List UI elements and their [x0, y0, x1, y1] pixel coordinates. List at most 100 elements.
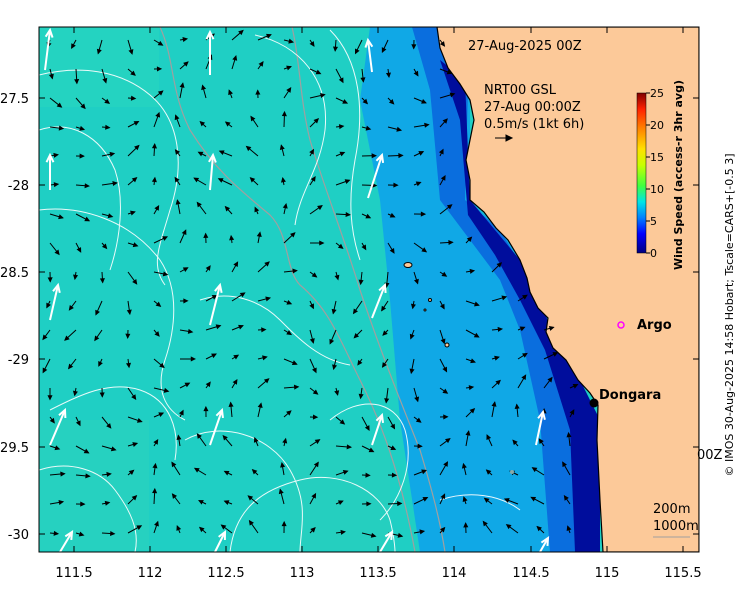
wind-arrow-head — [136, 525, 143, 530]
wind-arrow-head — [238, 29, 244, 36]
wind-arrow-head — [249, 177, 256, 183]
wind-arrow-head — [251, 468, 258, 475]
wind-arrow-head — [413, 70, 419, 77]
wind-arrow-head — [79, 125, 86, 131]
wind-arrow-head — [110, 446, 117, 452]
wind-arrow-head — [54, 249, 60, 256]
wind-arrow-head — [197, 151, 204, 157]
wind-arrow-head — [286, 65, 292, 71]
wind-arrow-head — [217, 178, 224, 183]
wind-arrow-head — [439, 303, 445, 310]
argo-marker — [617, 321, 625, 329]
wind-arrow-head — [390, 423, 396, 430]
wind-arrow-head — [80, 501, 86, 507]
wind-arrow-head — [441, 271, 448, 277]
wind-arrow-head — [461, 462, 467, 469]
dongara-marker — [589, 398, 599, 408]
wind-arrow-head — [286, 330, 293, 336]
wind-arrow-head — [536, 525, 542, 532]
y-tick-label: -29.5 — [0, 441, 29, 456]
current-arrow-head — [375, 412, 385, 424]
wind-arrow-head — [232, 55, 238, 61]
wind-arrow-head — [569, 409, 575, 415]
current-arrow — [214, 531, 226, 552]
wind-arrow-head — [486, 434, 492, 440]
plot-frame — [38, 26, 700, 553]
wind-arrow-head — [381, 362, 387, 368]
wind-arrow-head — [396, 126, 403, 132]
wind-arrow-head — [439, 41, 446, 47]
wind-arrow-head — [265, 296, 272, 302]
wind-arrow-head — [266, 33, 272, 39]
wind-arrow-head — [310, 176, 316, 182]
wind-arrow-head — [438, 148, 444, 155]
wind-arrow-head — [448, 239, 454, 246]
wind-arrow-head — [291, 360, 298, 365]
wind-arrow-head — [439, 526, 446, 533]
wind-arrow-head — [462, 496, 468, 502]
wind-arrow-head — [446, 69, 453, 75]
wind-arrow-head — [320, 93, 326, 98]
wind-arrow-head — [132, 242, 139, 248]
colorbar-title: Wind Speed (access-r 3hr avg) — [672, 80, 685, 270]
current-arrow — [535, 411, 544, 446]
wind-arrow-head — [179, 82, 185, 88]
wind-arrow-head — [218, 150, 225, 156]
wind-arrow-head — [319, 240, 325, 246]
wind-arrow-head — [196, 433, 202, 439]
wind-arrow-head — [199, 120, 206, 127]
wind-arrow-head — [132, 442, 139, 447]
wind-arrow-head — [71, 43, 76, 50]
wind-arrow-head — [255, 89, 261, 95]
colorbar-tick-label: 25 — [650, 87, 664, 100]
wind-arrow-head — [483, 497, 490, 503]
wind-arrow-head — [203, 232, 209, 238]
wind-arrow-head — [538, 438, 544, 445]
x-axis: 111.5 112 112.5 113 113.5 114 114.5 115 115.5 — [55, 27, 702, 581]
wind-arrow-head — [420, 211, 427, 217]
wind-arrow-head — [132, 279, 138, 285]
wind-arrow-head — [151, 143, 157, 149]
wind-arrow-head — [53, 530, 60, 536]
wind-arrow-head — [552, 352, 559, 357]
wind-arrow-head — [85, 473, 91, 479]
wind-arrow-head — [442, 388, 449, 394]
wind-arrow-head — [547, 376, 553, 383]
scale-arrow-label: 0.5m/s (1kt 6h) — [484, 117, 584, 132]
wind-arrow-head — [254, 206, 260, 213]
wind-arrow-head — [104, 500, 111, 506]
wind-arrow-head — [258, 61, 264, 67]
y-tick-label: -28 — [8, 179, 29, 194]
wind-arrow-head — [47, 395, 53, 401]
wind-arrow-head — [153, 438, 159, 445]
wind-arrow-head — [413, 278, 419, 285]
wind-arrow-head — [345, 211, 351, 218]
wind-arrow-head — [203, 405, 209, 412]
wind-arrow-head — [280, 176, 286, 183]
wind-arrow-head — [228, 401, 234, 407]
wind-arrow-head — [278, 488, 284, 495]
wind-arrow-head — [491, 401, 497, 407]
current-arrow-head — [540, 536, 550, 547]
x-tick-label: 114 — [442, 566, 467, 581]
wind-arrow-head — [530, 496, 537, 502]
wind-arrow-head — [196, 201, 202, 208]
wind-arrow-head — [182, 37, 189, 43]
wind-arrow-head — [80, 103, 86, 110]
wind-arrow-head — [238, 324, 244, 330]
wind-arrow-head — [133, 121, 140, 126]
wind-arrow-head — [364, 425, 370, 432]
wind-arrow-head — [329, 338, 335, 345]
wind-arrow-head — [309, 303, 314, 310]
argo-label: Argo — [637, 318, 672, 333]
wind-arrow-head — [562, 461, 567, 468]
wind-arrow-head — [136, 417, 143, 423]
wind-arrow-head — [411, 44, 417, 50]
wind-arrow-head — [563, 494, 569, 501]
wind-arrow-head — [338, 124, 345, 130]
current-arrow-head — [214, 282, 223, 294]
wind-arrow-head — [110, 530, 116, 537]
wind-arrow-head — [384, 398, 390, 404]
wind-arrow-head — [566, 525, 572, 532]
wind-arrow-head — [151, 176, 157, 183]
